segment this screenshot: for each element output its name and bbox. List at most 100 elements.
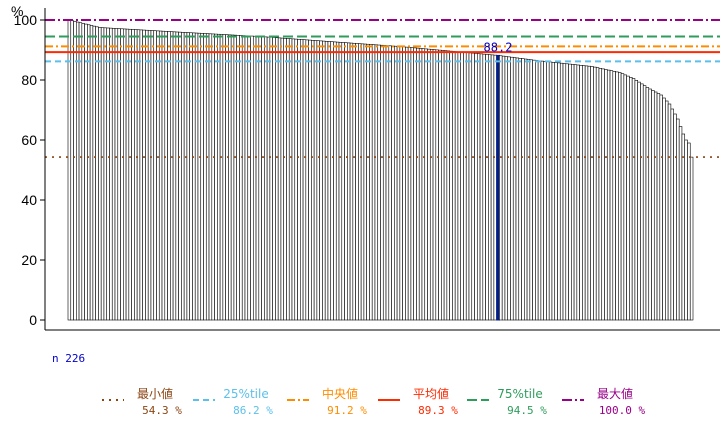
bar	[252, 35, 257, 321]
bar	[681, 133, 686, 321]
bar	[161, 30, 166, 321]
bar	[482, 53, 486, 321]
bar	[322, 40, 326, 321]
bar	[609, 70, 614, 321]
bar	[396, 46, 401, 321]
bar	[333, 41, 337, 321]
bar	[178, 31, 182, 321]
bar	[222, 34, 226, 321]
bar	[147, 30, 152, 321]
legend-label: 最大値	[597, 386, 633, 401]
bar	[587, 65, 591, 321]
bar	[241, 35, 246, 321]
bar	[687, 142, 691, 321]
bar	[604, 69, 608, 321]
bar	[394, 45, 398, 321]
legend-item-q3: 75%tile 94.5 %	[467, 387, 547, 417]
y-axis: 0 20 40 60 80 100	[14, 8, 720, 331]
bar	[562, 63, 567, 321]
bar	[158, 30, 163, 321]
bar	[501, 55, 506, 321]
bar	[499, 55, 503, 321]
bar	[70, 20, 74, 321]
bar	[134, 29, 138, 321]
bar	[526, 59, 531, 321]
bar	[640, 83, 644, 321]
bar	[590, 66, 594, 321]
bar	[551, 61, 556, 321]
bar	[100, 27, 105, 321]
bar	[388, 45, 392, 321]
bar	[601, 68, 605, 321]
bar	[515, 57, 520, 321]
bar	[446, 50, 450, 321]
bar	[576, 64, 580, 321]
bar	[316, 40, 320, 321]
bars-group	[67, 19, 694, 321]
bar	[233, 34, 237, 321]
bar	[288, 38, 293, 321]
bar	[341, 42, 345, 321]
bar	[103, 27, 108, 321]
bar	[582, 65, 586, 321]
bar	[95, 26, 99, 321]
bar	[678, 126, 683, 321]
bar	[125, 28, 130, 321]
bar	[559, 62, 564, 321]
bar	[584, 65, 589, 321]
bar	[291, 38, 296, 321]
bar	[120, 28, 124, 321]
bar	[571, 64, 575, 321]
bar	[150, 30, 155, 321]
bar	[264, 36, 268, 321]
bar	[407, 47, 412, 321]
bar	[369, 44, 373, 321]
bar	[507, 56, 511, 321]
bar	[371, 44, 376, 321]
bar	[275, 37, 279, 321]
bar	[244, 35, 249, 321]
bar	[219, 34, 224, 321]
legend: 最小値 54.3 % 25%tile 86.2 % 中央値 91.2 % 平均値 89.3 %…	[102, 386, 646, 417]
bar	[305, 39, 309, 321]
y-tick-label: 80	[21, 72, 37, 88]
bar	[684, 139, 688, 321]
bar	[504, 56, 509, 321]
bar	[573, 64, 578, 321]
bar	[435, 49, 439, 321]
bar	[465, 52, 470, 321]
bar	[463, 52, 467, 321]
legend-item-q1: 25%tile 86.2 %	[193, 387, 273, 417]
legend-label: 中央値	[322, 386, 358, 401]
y-tick-label: 100	[14, 12, 38, 28]
bar	[399, 46, 403, 321]
legend-label: 75%tile	[497, 387, 542, 401]
bar	[181, 31, 185, 321]
bar	[642, 85, 647, 321]
bar	[164, 31, 168, 321]
bar	[214, 33, 218, 321]
bar	[391, 45, 395, 321]
highlight-annotation: 88.2	[484, 40, 513, 54]
legend-item-min: 最小値 54.3 %	[102, 386, 182, 417]
y-tick-label: 40	[21, 192, 37, 208]
bar	[225, 34, 229, 321]
bar	[87, 24, 91, 321]
bar	[667, 103, 672, 321]
bar	[618, 72, 622, 321]
bar	[410, 47, 414, 321]
bar	[424, 48, 428, 321]
legend-value: 91.2 %	[327, 404, 367, 417]
bar	[266, 36, 271, 321]
bar	[203, 33, 207, 321]
bar	[457, 51, 461, 321]
bar	[277, 37, 282, 321]
bar	[449, 50, 453, 321]
bar	[239, 35, 243, 321]
bar	[286, 38, 290, 321]
bar	[324, 40, 329, 321]
bar	[416, 47, 420, 321]
bar	[175, 31, 179, 321]
bar	[510, 56, 514, 321]
bar	[192, 32, 196, 321]
